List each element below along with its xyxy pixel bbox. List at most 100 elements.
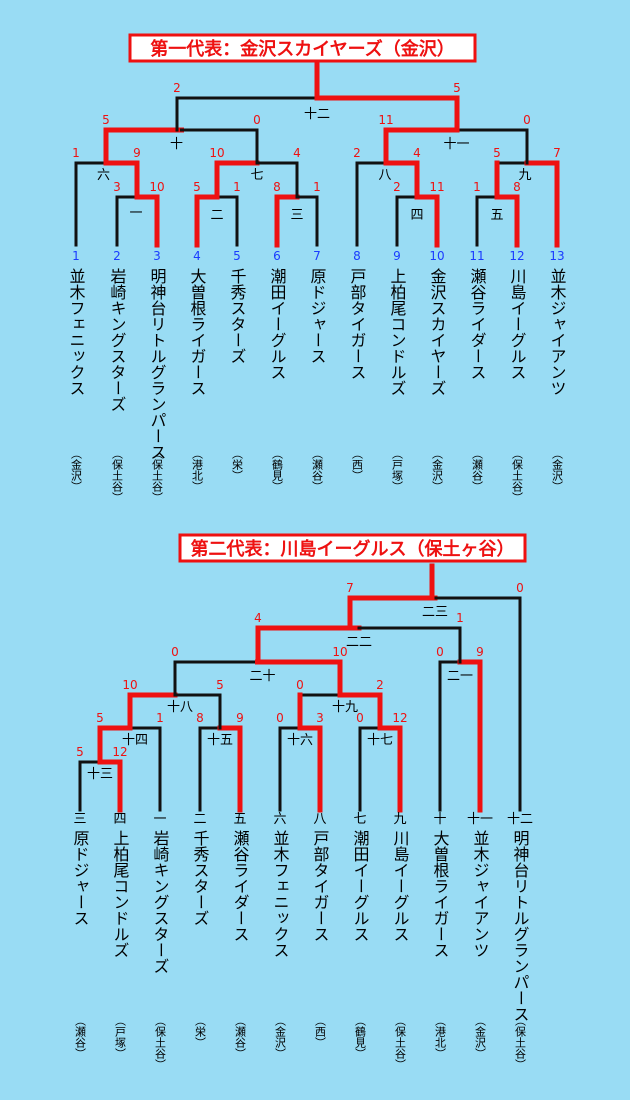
score-right: 1 xyxy=(456,611,464,625)
score-left: 2 xyxy=(353,146,361,160)
score-left: 0 xyxy=(171,645,179,659)
score-left: 7 xyxy=(346,581,354,595)
score-left: 5 xyxy=(76,745,84,759)
match-label: 十七 xyxy=(367,733,393,748)
team-area: （栄） xyxy=(231,448,244,481)
score-right: 8 xyxy=(513,180,521,194)
match-label: 五 xyxy=(490,208,503,223)
match-label: 十 xyxy=(170,137,183,152)
score-right: 0 xyxy=(523,113,531,127)
score-right: 5 xyxy=(453,81,461,95)
team-seed: 一 xyxy=(153,812,166,827)
team-name: 岩崎キングスターズ xyxy=(108,268,127,412)
team-name: 並木ジャイアンツ xyxy=(548,268,567,396)
team-name: 明神台リトルグランパース xyxy=(511,830,530,1022)
team-name: 川島イーグルス xyxy=(508,268,527,380)
team-seed: 3 xyxy=(153,249,161,263)
team-area: （金沢） xyxy=(70,448,83,492)
match-label: 十六 xyxy=(287,733,313,748)
score-left: 2 xyxy=(173,81,181,95)
team-area: （保土谷） xyxy=(514,1015,527,1070)
score-left: 5 xyxy=(102,113,110,127)
score-left: 0 xyxy=(436,645,444,659)
team-seed: 六 xyxy=(273,812,286,827)
team-name: 並木フェニックス xyxy=(67,268,86,396)
match-label: 七 xyxy=(250,168,263,183)
match-label: 十五 xyxy=(207,733,233,748)
score-right: 9 xyxy=(236,711,244,725)
match-label: 十四 xyxy=(122,733,148,748)
team-area: （保土谷） xyxy=(154,1015,167,1070)
match-label: 八 xyxy=(378,168,391,183)
team-name: 原ドジャース xyxy=(71,830,90,926)
team-area: （西） xyxy=(314,1015,327,1048)
team-seed: 四 xyxy=(113,812,126,827)
score-left: 0 xyxy=(276,711,284,725)
score-right: 11 xyxy=(429,180,444,194)
team-area: （保土谷） xyxy=(511,448,524,503)
team-area: （金沢） xyxy=(431,448,444,492)
team-seed: 5 xyxy=(233,249,241,263)
bracket2-title-box xyxy=(178,533,527,563)
team-name: 岩崎キングスターズ xyxy=(151,830,170,974)
team-seed: 二 xyxy=(193,812,206,827)
score-left: 5 xyxy=(193,180,201,194)
score-right: 1 xyxy=(233,180,241,194)
score-left: 1 xyxy=(72,146,80,160)
team-seed: 6 xyxy=(273,249,281,263)
score-left: 0 xyxy=(296,678,304,692)
score-right: 4 xyxy=(413,146,421,160)
team-seed: 7 xyxy=(313,249,321,263)
match-label: 六 xyxy=(97,168,110,183)
score-right: 2 xyxy=(376,678,384,692)
score-right: 4 xyxy=(293,146,301,160)
score-left: 0 xyxy=(356,711,364,725)
score-right: 10 xyxy=(149,180,164,194)
team-name: 金沢スカイヤーズ xyxy=(428,268,447,396)
team-area: （保土谷） xyxy=(394,1015,407,1070)
team-area: （鶴見） xyxy=(271,448,284,492)
score-right: 7 xyxy=(553,146,561,160)
score-right: 0 xyxy=(516,581,524,595)
score-right: 3 xyxy=(316,711,324,725)
team-area: （保土谷） xyxy=(151,448,164,503)
team-seed: 1 xyxy=(72,249,80,263)
match-label: 三 xyxy=(290,208,303,223)
match-label: 十三 xyxy=(87,767,113,782)
score-right: 1 xyxy=(156,711,164,725)
score-left: 8 xyxy=(273,180,281,194)
match-label: 二二 xyxy=(346,635,372,650)
bracket2-title: 第二代表：川島イーグルス（保土ヶ谷） xyxy=(191,538,515,560)
score-right: 1 xyxy=(313,180,321,194)
team-name: 並木ジャイアンツ xyxy=(471,830,490,958)
score-right: 12 xyxy=(112,745,127,759)
team-name: 潮田イーグルス xyxy=(268,268,287,380)
team-seed: 三 xyxy=(73,812,86,827)
team-area: （瀬谷） xyxy=(311,448,324,492)
match-label: 九 xyxy=(518,168,531,183)
team-area: （瀬谷） xyxy=(471,448,484,492)
team-area: （戸塚） xyxy=(114,1015,127,1059)
team-seed: 八 xyxy=(313,812,326,827)
team-seed: 8 xyxy=(353,249,361,263)
team-name: 原ドジャース xyxy=(308,268,327,364)
team-seed: 七 xyxy=(353,812,366,827)
team-area: （戸塚） xyxy=(391,448,404,492)
team-seed: 13 xyxy=(549,249,564,263)
match-label: 二三 xyxy=(422,605,448,620)
team-area: （港北） xyxy=(434,1015,447,1059)
score-right: 5 xyxy=(216,678,224,692)
team-name: 並木フェニックス xyxy=(271,830,290,958)
team-name: 大曽根ライガース xyxy=(188,268,207,396)
team-name: 千秀スターズ xyxy=(228,268,247,364)
team-area: （金沢） xyxy=(551,448,564,492)
score-left: 3 xyxy=(113,180,121,194)
match-label: 二十 xyxy=(249,669,275,684)
score-left: 8 xyxy=(196,711,204,725)
team-name: 川島イーグルス xyxy=(391,830,410,942)
team-seed: 九 xyxy=(393,812,406,827)
team-seed: 10 xyxy=(429,249,444,263)
team-seed: 4 xyxy=(193,249,201,263)
team-area: （保土谷） xyxy=(111,448,124,503)
